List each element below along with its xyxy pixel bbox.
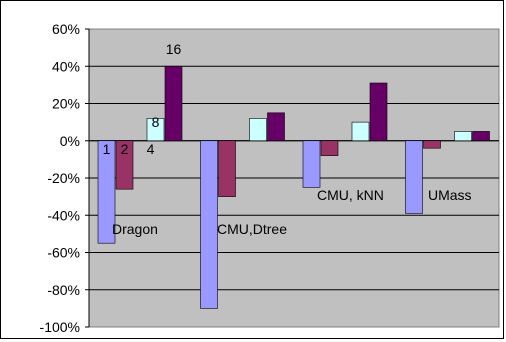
y-tick-label: -100% bbox=[40, 319, 80, 335]
bar-1-1 bbox=[200, 140, 218, 309]
bar-2-0 bbox=[115, 140, 134, 190]
category-label-3: UMass bbox=[428, 187, 472, 203]
y-tick-label: -20% bbox=[47, 170, 80, 186]
y-tick-label: 20% bbox=[52, 96, 80, 112]
bar-8-2 bbox=[351, 121, 370, 142]
bar-16-0 bbox=[164, 65, 183, 142]
category-label-2: CMU, kNN bbox=[317, 187, 384, 203]
gridlines bbox=[89, 65, 499, 291]
data-labels: 1 2 4 8 16 Dragon CMU,Dtree CMU, kNN UMass bbox=[103, 41, 472, 237]
category-label-0: Dragon bbox=[112, 221, 158, 237]
bar-1-2 bbox=[302, 140, 321, 188]
y-tick-label: 40% bbox=[52, 58, 80, 74]
bar-2-2 bbox=[320, 140, 339, 156]
series-label-1: 1 bbox=[103, 141, 111, 157]
series-label-4: 4 bbox=[147, 141, 155, 157]
bar-16-1 bbox=[267, 112, 285, 142]
bar-2-3 bbox=[423, 140, 441, 149]
bar-16-3 bbox=[472, 131, 490, 142]
bar-8-3 bbox=[454, 131, 472, 142]
y-tick-label: 0% bbox=[60, 133, 80, 149]
series-label-16: 16 bbox=[166, 41, 182, 57]
series-label-8: 8 bbox=[152, 114, 160, 130]
series-label-2: 2 bbox=[121, 141, 129, 157]
bars bbox=[97, 65, 490, 309]
bar-1-3 bbox=[405, 140, 423, 214]
bar-8-0 bbox=[146, 118, 165, 142]
bar-16-2 bbox=[369, 82, 388, 142]
y-tick-label: -40% bbox=[47, 207, 80, 223]
bar-8-1 bbox=[249, 118, 267, 142]
bar-1-0 bbox=[97, 140, 116, 244]
category-label-1: CMU,Dtree bbox=[217, 221, 287, 237]
y-tick-label: -60% bbox=[47, 245, 80, 261]
y-axis-ticks: 60% 40% 20% 0% -20% -40% -60% -80% -100% bbox=[40, 21, 90, 335]
y-tick-label: 60% bbox=[52, 21, 80, 37]
bar-2-1 bbox=[218, 140, 236, 197]
y-tick-label: -80% bbox=[47, 282, 80, 298]
